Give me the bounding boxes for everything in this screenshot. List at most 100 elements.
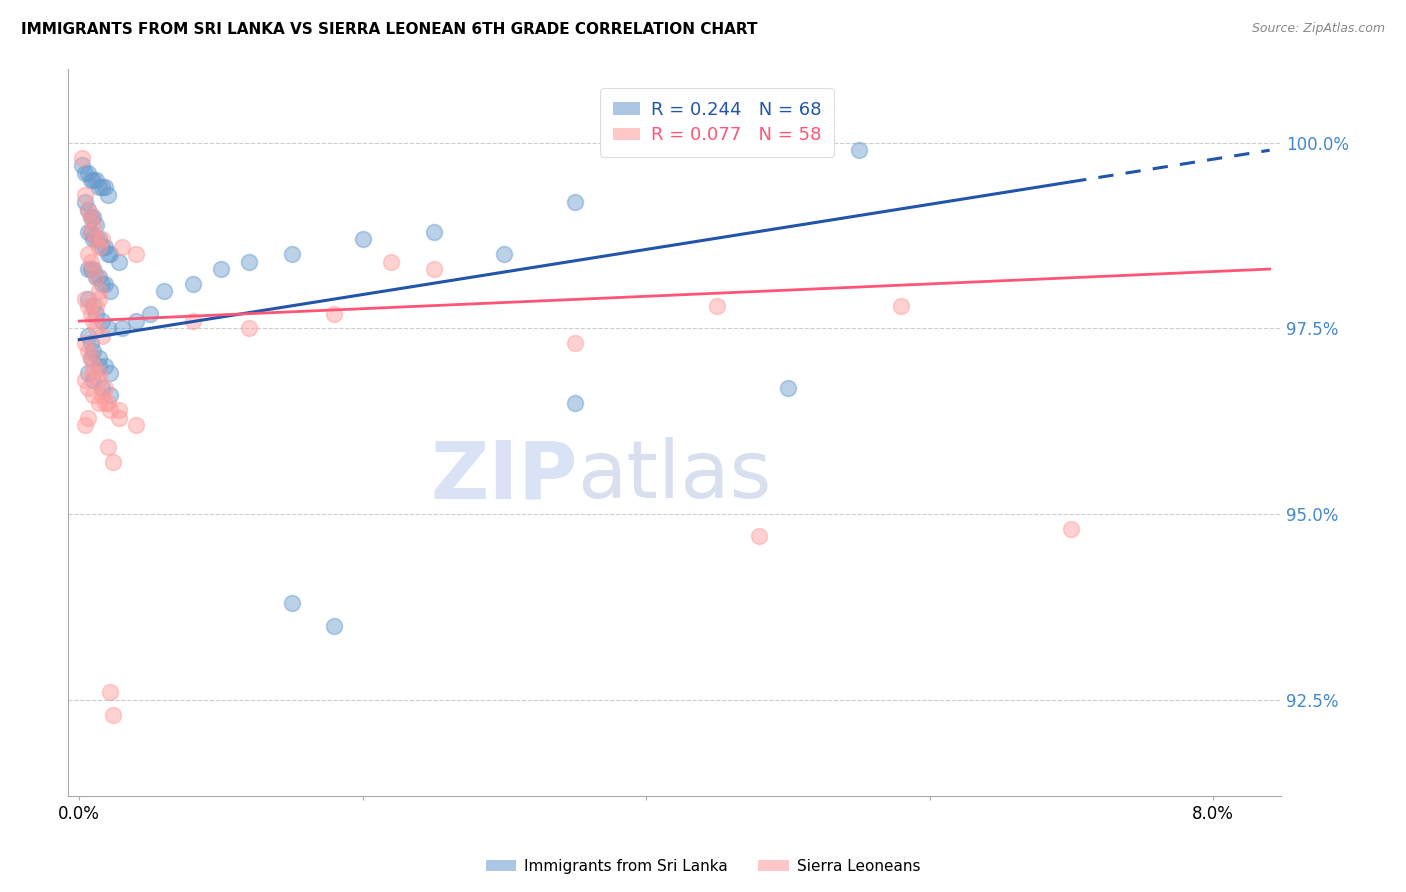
Point [76,410,98,425]
Point [87,396,110,410]
Point [848,143,870,157]
Point [97,441,120,455]
Point [111,240,134,254]
Point [76,366,98,380]
Text: atlas: atlas [578,437,772,516]
Point [82,218,104,232]
Point [91,388,114,402]
Point [87,232,110,246]
Point [84,173,107,187]
Point [87,292,110,306]
Point [564,336,586,351]
Point [323,307,346,321]
Point [422,262,444,277]
Point [380,254,402,268]
Text: ZIP: ZIP [430,437,578,516]
Point [91,329,114,343]
Point [139,307,162,321]
Point [100,366,122,380]
Point [91,314,114,328]
Point [76,225,98,239]
Point [79,225,101,239]
Point [87,285,110,299]
Point [97,247,120,261]
Point [76,343,98,358]
Point [76,202,98,217]
Point [100,403,122,417]
Point [73,187,96,202]
Point [82,314,104,328]
Point [564,396,586,410]
Point [238,321,260,335]
Point [100,285,122,299]
Point [748,529,770,543]
Point [91,180,114,194]
Point [87,180,110,194]
Point [125,418,148,433]
Point [108,410,131,425]
Point [422,225,444,239]
Point [94,277,117,291]
Point [79,351,101,366]
Point [82,359,104,373]
Legend: Immigrants from Sri Lanka, Sierra Leoneans: Immigrants from Sri Lanka, Sierra Leonea… [479,853,927,880]
Point [82,299,104,313]
Point [73,292,96,306]
Point [94,180,117,194]
Point [73,374,96,388]
Point [79,210,101,224]
Point [84,269,107,284]
Point [103,455,125,469]
Point [79,254,101,268]
Point [73,165,96,179]
Text: IMMIGRANTS FROM SRI LANKA VS SIERRA LEONEAN 6TH GRADE CORRELATION CHART: IMMIGRANTS FROM SRI LANKA VS SIERRA LEON… [21,22,758,37]
Point [84,232,107,246]
Point [100,388,122,402]
Legend: R = 0.244   N = 68, R = 0.077   N = 58: R = 0.244 N = 68, R = 0.077 N = 58 [600,88,834,157]
Point [84,269,107,284]
Point [103,707,125,722]
Point [238,254,260,268]
Point [76,299,98,313]
Point [76,292,98,306]
Point [79,307,101,321]
Point [84,299,107,313]
Point [87,359,110,373]
Text: Source: ZipAtlas.com: Source: ZipAtlas.com [1251,22,1385,36]
Point [79,225,101,239]
Point [91,232,114,246]
Point [281,247,304,261]
Point [776,381,799,395]
Point [73,336,96,351]
Point [79,262,101,277]
Point [111,321,134,335]
Point [91,240,114,254]
Point [87,351,110,366]
Point [76,247,98,261]
Point [91,381,114,395]
Point [79,210,101,224]
Point [281,596,304,610]
Point [564,195,586,210]
Point [87,240,110,254]
Point [82,210,104,224]
Point [82,343,104,358]
Point [82,173,104,187]
Point [87,269,110,284]
Point [76,202,98,217]
Point [125,247,148,261]
Point [125,314,148,328]
Point [94,359,117,373]
Point [494,247,516,261]
Point [82,388,104,402]
Point [79,336,101,351]
Point [706,299,728,313]
Point [87,374,110,388]
Point [108,254,131,268]
Point [84,321,107,335]
Point [82,374,104,388]
Point [79,173,101,187]
Point [70,158,93,172]
Point [76,165,98,179]
Point [70,151,93,165]
